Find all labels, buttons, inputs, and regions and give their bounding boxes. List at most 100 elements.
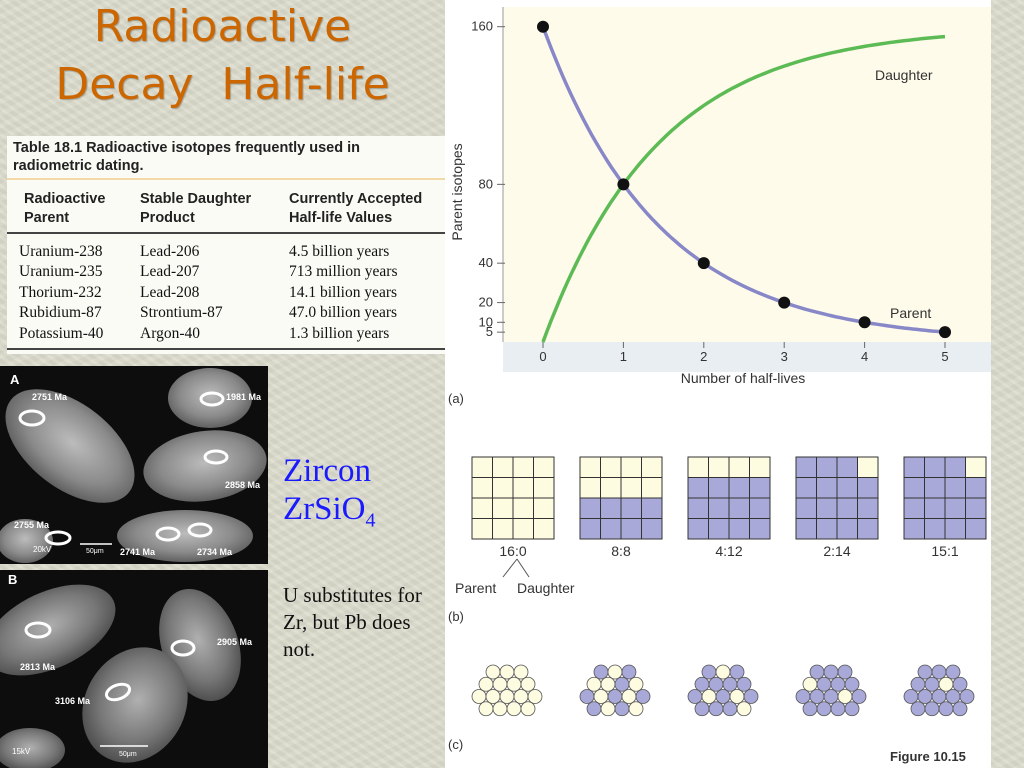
atom-parent: [816, 701, 832, 717]
atom-parent: [823, 664, 839, 680]
header-daughter: Stable Daughter Product: [140, 191, 252, 226]
formula-main: ZrSiO: [283, 491, 366, 527]
age-label: 2734 Ma: [197, 547, 233, 557]
atom-parent: [945, 664, 961, 680]
atom-parent: [945, 689, 961, 704]
zircon-micrograph-b: B 2905 Ma 2813 Ma 3106 Ma 15kV 50μm: [0, 570, 268, 768]
atom-daughter: [478, 676, 494, 692]
y-tick-label: 160: [471, 19, 493, 34]
series-parent-points: [537, 20, 951, 339]
sample-spot: [203, 449, 229, 465]
x-axis-ticks: 0 1 2 3 4 5: [539, 342, 949, 364]
atom-parent: [743, 689, 759, 704]
atom-parent: [924, 701, 940, 717]
title-line-1: Radioactive: [93, 1, 352, 52]
series-label-parent: Parent: [890, 305, 931, 321]
grid-cell-parent: [728, 477, 750, 499]
x-axis-strip: [503, 342, 991, 372]
grid-ratio-label: 8:8: [611, 543, 631, 559]
grid-cell-daughter: [471, 497, 493, 519]
atom-daughter: [802, 676, 818, 692]
grid-ratio-label: 16:0: [499, 543, 526, 559]
cell-daughter: Lead-206: [140, 243, 200, 260]
age-label: 2858 Ma: [225, 480, 261, 490]
age-label: 1981 Ma: [226, 392, 262, 402]
series-label-daughter: Daughter: [875, 67, 933, 83]
atom-parent: [830, 676, 846, 692]
zircon-grain: [168, 368, 252, 428]
cell-daughter: Lead-207: [140, 263, 200, 281]
atom-parent: [816, 676, 832, 692]
atom-daughter: [506, 701, 522, 717]
grid-cell-daughter: [533, 456, 555, 478]
grid-cell-daughter: [512, 497, 534, 519]
grid-cell-parent: [687, 497, 709, 519]
caption-band: [7, 178, 445, 180]
atom-parent: [621, 664, 637, 680]
grid-cell-daughter: [728, 456, 750, 478]
atom-parent: [952, 676, 968, 692]
grid-cell-parent: [749, 518, 771, 540]
atom-daughter: [628, 676, 644, 692]
cell-parent: Uranium-235: [19, 263, 103, 281]
atom-daughter: [628, 701, 644, 717]
grid-cell-parent: [687, 477, 709, 499]
y-axis-ticks: 510 20 40 80 160: [471, 19, 505, 339]
grid-cell-parent: [836, 456, 858, 478]
grid-cell-parent: [641, 518, 663, 540]
atom-parent: [694, 676, 710, 692]
grid-cell-daughter: [579, 456, 601, 478]
y-tick-label: 10: [479, 314, 493, 329]
zircon-grain: [0, 519, 53, 563]
sample-spot: [170, 639, 196, 657]
atom-parent: [910, 676, 926, 692]
grid-cell-parent: [687, 518, 709, 540]
atom-daughter: [600, 701, 616, 717]
grid-cell-parent: [708, 497, 730, 519]
atom-daughter: [729, 689, 745, 704]
isotope-table: Table 18.1 Radioactive isotopes frequent…: [7, 136, 445, 354]
age-label: 2751 Ma: [32, 392, 68, 402]
grid-cell-parent: [708, 477, 730, 499]
atom-parent: [701, 664, 717, 680]
atom-daughter: [736, 701, 752, 717]
grid-cell-daughter: [492, 477, 514, 499]
cell-parent: Rubidium-87: [19, 304, 102, 322]
grid-cell-daughter: [600, 456, 622, 478]
atom-parent: [736, 676, 752, 692]
grid-cell-parent: [579, 497, 601, 519]
grid-cell-parent: [944, 456, 966, 478]
legend-parent: Parent: [455, 580, 496, 596]
atom-daughter: [485, 689, 501, 704]
grid-ratio-label: 2:14: [823, 543, 850, 559]
atom-parent: [851, 689, 867, 704]
grid-cell-parent: [857, 518, 879, 540]
grid-cell-parent: [903, 456, 925, 478]
atom-parent: [924, 676, 940, 692]
atom-parent: [729, 664, 745, 680]
grid-cell-daughter: [512, 456, 534, 478]
y-tick-label: 5: [486, 324, 493, 339]
x-tick-label: 4: [861, 349, 868, 364]
atom-parent: [952, 701, 968, 717]
atom-daughter: [527, 689, 543, 704]
table-caption: Table 18.1 Radioactive isotopes frequent…: [13, 140, 361, 174]
atom-parent: [694, 701, 710, 717]
grid-cell-daughter: [492, 456, 514, 478]
grid-cell-daughter: [641, 477, 663, 499]
atom-parent: [917, 689, 933, 704]
atom-parent: [607, 689, 623, 704]
formula-subscript: 4: [365, 509, 376, 532]
atom-parent: [579, 689, 595, 704]
atom-daughter: [837, 689, 853, 704]
parent-data-point: [939, 326, 951, 339]
atom-parent: [844, 676, 860, 692]
ratio-grids: 16:0 8:8 4:12 2:14 15:1: [471, 456, 987, 559]
grid-cell-parent: [600, 518, 622, 540]
grid-cell-parent: [728, 518, 750, 540]
zircon-grain: [143, 430, 267, 502]
atom-parent: [823, 689, 839, 704]
x-tick-label: 1: [620, 349, 627, 364]
cell-daughter: Lead-208: [140, 283, 200, 301]
grid-cell-daughter: [641, 456, 663, 478]
